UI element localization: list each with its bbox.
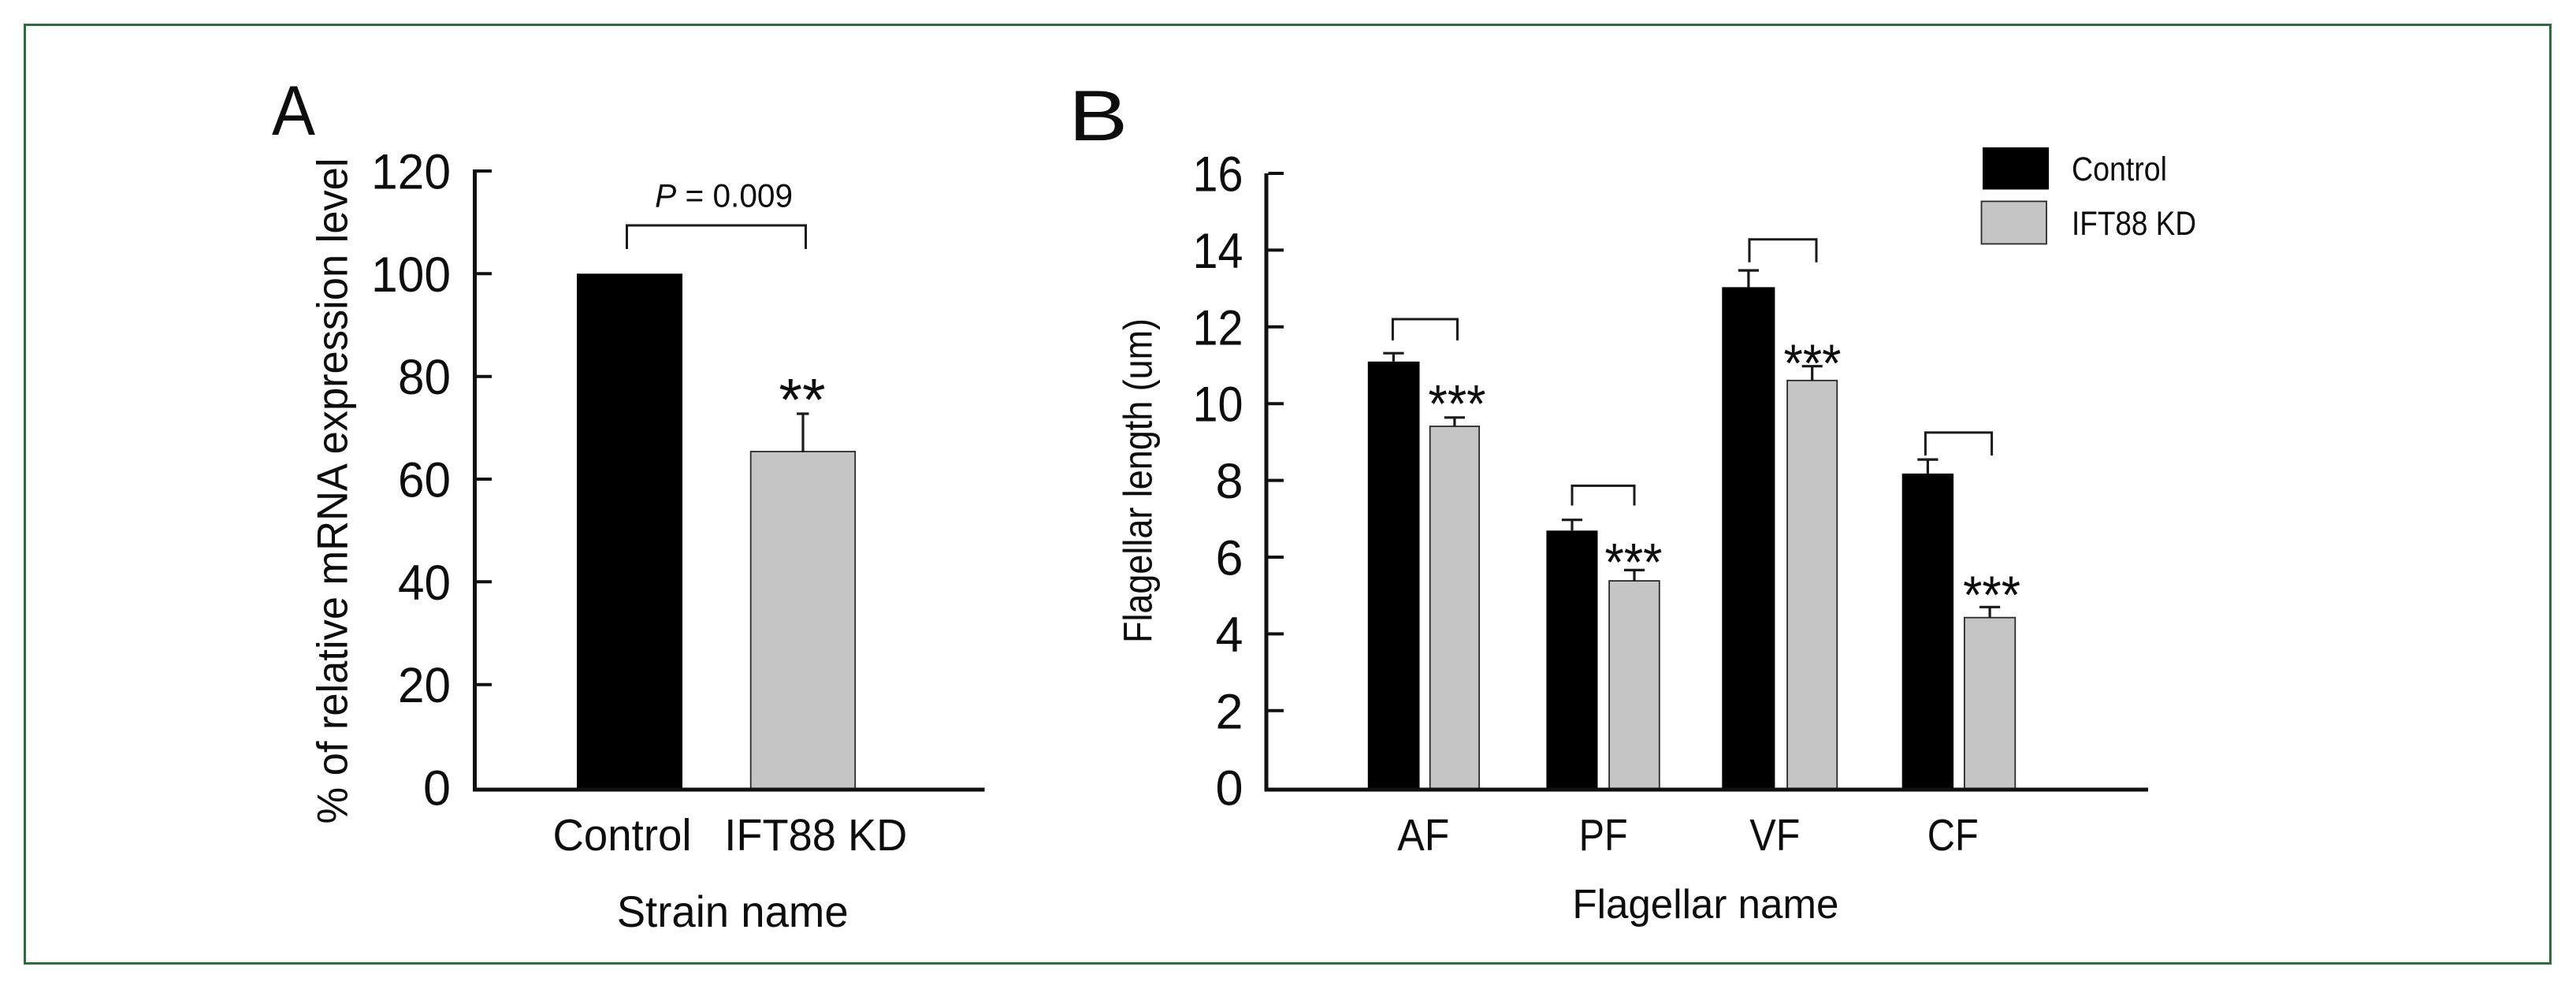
svg-text:60: 60 bbox=[398, 453, 451, 508]
svg-text:Flagellar name: Flagellar name bbox=[1572, 882, 1838, 928]
svg-text:VF: VF bbox=[1749, 810, 1800, 861]
svg-text:Control: Control bbox=[2072, 151, 2167, 188]
svg-text:40: 40 bbox=[398, 556, 451, 611]
svg-text:CF: CF bbox=[1927, 810, 1979, 861]
svg-text:100: 100 bbox=[371, 247, 451, 303]
svg-text:14: 14 bbox=[1193, 224, 1243, 279]
svg-text:% of relative mRNA expression: % of relative mRNA expression level bbox=[308, 158, 357, 824]
svg-text:20: 20 bbox=[398, 658, 451, 713]
svg-text:B: B bbox=[1069, 75, 1128, 155]
svg-text:**: ** bbox=[779, 367, 825, 434]
svg-text:PF: PF bbox=[1579, 810, 1628, 861]
svg-text:10: 10 bbox=[1193, 377, 1243, 433]
svg-text:4: 4 bbox=[1215, 608, 1243, 663]
svg-text:***: *** bbox=[1429, 374, 1486, 433]
svg-text:0: 0 bbox=[1215, 761, 1243, 816]
svg-text:80: 80 bbox=[398, 350, 451, 405]
svg-text:***: *** bbox=[1605, 532, 1663, 592]
svg-text:12: 12 bbox=[1193, 300, 1243, 355]
svg-text:2: 2 bbox=[1215, 684, 1243, 739]
svg-text:0: 0 bbox=[423, 761, 451, 816]
svg-text:A: A bbox=[272, 71, 316, 150]
svg-text:120: 120 bbox=[371, 145, 451, 200]
svg-text:IFT88 KD: IFT88 KD bbox=[724, 810, 907, 861]
svg-text:Control: Control bbox=[553, 810, 692, 861]
svg-text:AF: AF bbox=[1397, 810, 1449, 861]
svg-text:Strain name: Strain name bbox=[617, 887, 849, 936]
svg-text:Flagellar length (um): Flagellar length (um) bbox=[1116, 318, 1161, 643]
svg-text:P = 0.009: P = 0.009 bbox=[655, 177, 793, 214]
svg-text:8: 8 bbox=[1215, 454, 1243, 509]
svg-text:***: *** bbox=[1963, 565, 2020, 625]
svg-text:16: 16 bbox=[1193, 147, 1243, 203]
svg-text:IFT88 KD: IFT88 KD bbox=[2072, 205, 2196, 243]
svg-text:6: 6 bbox=[1215, 531, 1243, 586]
svg-text:***: *** bbox=[1784, 333, 1842, 393]
